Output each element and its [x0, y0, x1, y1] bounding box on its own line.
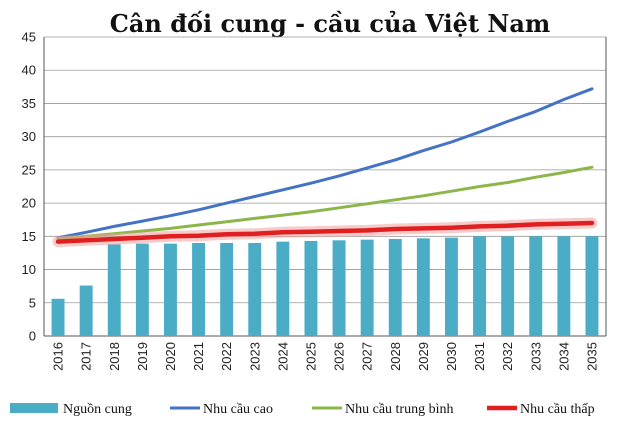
y-tick-label: 20: [22, 196, 36, 211]
bar-nguon-cung-2017: [79, 285, 93, 336]
x-tick-label: 2032: [500, 342, 515, 371]
legend: Nguồn cung Nhu cầu cao Nhu cầu trung bình N…: [10, 402, 595, 417]
legend-label: Nguồn cung: [63, 402, 132, 417]
y-tick-label: 35: [22, 96, 36, 111]
x-axis: 2016 2017 2018 2019 2020 2021 2022 2023 2024 2025…: [51, 342, 600, 371]
series-line-1: [56, 87, 594, 240]
bar-nguon-cung-2021: [192, 242, 206, 336]
x-tick-label: 2025: [303, 342, 318, 371]
x-tick-label: 2020: [163, 342, 178, 371]
bar-nguon-cung-2030: [444, 237, 458, 336]
bar-nguon-cung-2016: [51, 298, 65, 336]
bar-nguon-cung-2031: [473, 236, 487, 336]
x-tick-label: 2029: [416, 342, 431, 371]
x-tick-label: 2030: [444, 342, 459, 371]
legend-swatch: [10, 403, 58, 413]
legend-item: Nhu cầu cao: [170, 402, 273, 417]
x-tick-label: 2018: [107, 342, 122, 371]
bar-nguon-cung-2034: [557, 236, 571, 336]
x-tick-label: 2023: [247, 342, 262, 371]
legend-item: Nhu cầu thấp: [487, 402, 595, 417]
legend-label: Nhu cầu thấp: [520, 402, 595, 417]
bar-nguon-cung-2018: [107, 244, 121, 336]
x-tick-label: 2022: [219, 342, 234, 371]
x-tick-label: 2035: [584, 342, 599, 371]
bar-nguon-cung-2020: [163, 243, 177, 336]
x-tick-label: 2034: [556, 342, 571, 371]
bars-nguon-cung: [51, 236, 599, 336]
x-tick-label: 2016: [51, 342, 66, 371]
bar-nguon-cung-2022: [220, 242, 234, 336]
bar-nguon-cung-2024: [276, 241, 290, 336]
x-tick-label: 2019: [135, 342, 150, 371]
bar-nguon-cung-2026: [332, 240, 346, 336]
bar-nguon-cung-2019: [135, 243, 149, 336]
y-tick-label: 25: [22, 162, 36, 177]
series-line-2: [56, 165, 594, 241]
bar-nguon-cung-2033: [529, 236, 543, 336]
x-tick-label: 2021: [191, 342, 206, 371]
demand-lines: [52, 87, 598, 248]
legend-item: Nguồn cung: [10, 402, 132, 417]
bar-nguon-cung-2032: [501, 236, 515, 336]
bar-nguon-cung-2028: [388, 238, 402, 336]
y-tick-label: 0: [29, 329, 36, 344]
series-line-3: [55, 220, 595, 244]
legend-label: Nhu cầu trung bình: [345, 402, 453, 417]
legend-label: Nhu cầu cao: [203, 402, 273, 417]
x-tick-label: 2027: [360, 342, 375, 371]
legend-item: Nhu cầu trung bình: [312, 402, 453, 417]
chart-title: Cân đối cung - cầu của Việt Nam: [110, 9, 551, 38]
y-tick-label: 10: [22, 262, 36, 277]
x-tick-label: 2017: [79, 342, 94, 371]
y-tick-label: 30: [22, 129, 36, 144]
x-tick-label: 2028: [388, 342, 403, 371]
x-tick-label: 2026: [332, 342, 347, 371]
bar-nguon-cung-2027: [360, 239, 374, 336]
x-tick-label: 2033: [528, 342, 543, 371]
y-tick-label: 40: [22, 63, 36, 78]
y-tick-label: 15: [22, 229, 36, 244]
bar-nguon-cung-2023: [248, 242, 262, 336]
bar-nguon-cung-2025: [304, 240, 318, 336]
x-tick-label: 2024: [275, 342, 290, 371]
x-tick-label: 2031: [472, 342, 487, 371]
bar-nguon-cung-2035: [585, 236, 599, 336]
y-tick-label: 45: [22, 30, 36, 45]
y-tick-label: 5: [29, 295, 36, 310]
bar-nguon-cung-2029: [416, 238, 430, 336]
grid: [44, 36, 606, 337]
